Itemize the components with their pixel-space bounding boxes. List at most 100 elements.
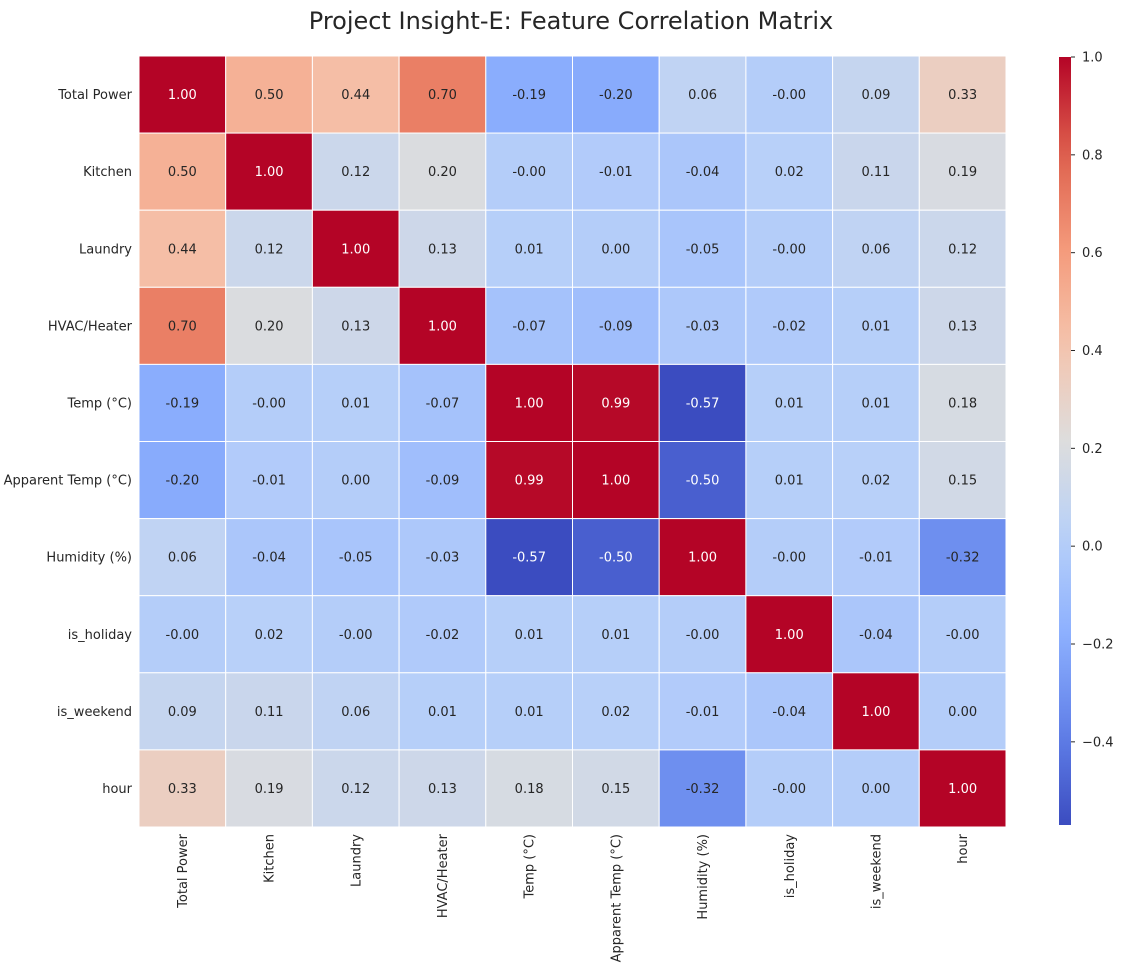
- cell-value-label: 0.33: [168, 782, 197, 797]
- cell-value-label: -0.04: [772, 705, 806, 720]
- x-tick-label: HVAC/Heater: [436, 833, 451, 918]
- heatmap-cell: [745, 749, 834, 828]
- cell-value-label: 0.01: [601, 628, 630, 643]
- heatmap-cell: [918, 55, 1007, 134]
- cell-value-label: -0.09: [599, 319, 633, 334]
- heatmap-cell: [138, 441, 227, 520]
- y-tick-label: is_holiday: [68, 628, 133, 643]
- cell-value-label: -0.04: [686, 165, 720, 180]
- cell-value-label: 1.00: [168, 88, 197, 103]
- heatmap-cell: [658, 672, 747, 751]
- heatmap-cell: [832, 363, 920, 442]
- heatmap-cell: [658, 132, 747, 211]
- cell-value-label: 0.12: [341, 165, 370, 180]
- heatmap-cell: [572, 441, 660, 520]
- colorbar-tick-label: 0.0: [1082, 540, 1103, 555]
- cell-value-label: 0.00: [341, 474, 370, 489]
- cell-value-label: 0.19: [255, 782, 284, 797]
- cell-value-label: 0.70: [428, 88, 457, 103]
- x-tick-label: hour: [956, 833, 971, 863]
- cell-value-label: 0.00: [948, 705, 977, 720]
- heatmap-cell: [572, 55, 660, 134]
- cell-value-label: -0.20: [599, 88, 633, 103]
- heatmap-cell: [311, 595, 400, 674]
- cell-value-label: -0.01: [252, 474, 286, 489]
- cell-value-label: -0.00: [166, 628, 200, 643]
- cell-value-label: 0.70: [168, 319, 197, 334]
- cell-value-label: -0.00: [339, 628, 373, 643]
- cell-value-label: 0.02: [255, 628, 284, 643]
- colorbar-tick-label: −0.2: [1082, 638, 1114, 653]
- cell-value-label: 1.00: [775, 628, 804, 643]
- y-tick-label: Apparent Temp (°C): [4, 474, 132, 489]
- cell-value-label: -0.00: [772, 551, 806, 566]
- heatmap-cell: [658, 595, 747, 674]
- cell-value-label: -0.02: [772, 319, 806, 334]
- heatmap-cell: [485, 749, 573, 828]
- heatmap-cell: [572, 749, 660, 828]
- cell-value-label: 0.01: [775, 474, 804, 489]
- heatmap-cell: [485, 286, 573, 365]
- heatmap-cell: [138, 518, 227, 597]
- heatmap-cell: [485, 209, 573, 288]
- heatmap-cell: [832, 672, 920, 751]
- cell-value-label: -0.03: [426, 551, 460, 566]
- cell-value-label: -0.01: [599, 165, 633, 180]
- cell-value-label: 0.18: [515, 782, 544, 797]
- cell-value-label: 1.00: [255, 165, 284, 180]
- heatmap-cell: [225, 209, 313, 288]
- y-tick-label: Kitchen: [83, 165, 132, 180]
- heatmap-cell: [832, 749, 920, 828]
- heatmap-cell: [745, 132, 834, 211]
- x-tick-label: Temp (°C): [523, 834, 538, 900]
- heatmap-cell: [918, 595, 1007, 674]
- heatmap-cell: [398, 518, 487, 597]
- heatmap-cell: [918, 749, 1007, 828]
- heatmap-cell: [398, 595, 487, 674]
- cell-value-label: 0.50: [255, 88, 284, 103]
- heatmap-cell: [311, 132, 400, 211]
- x-tick-label: Kitchen: [263, 834, 278, 883]
- heatmap-cell: [832, 209, 920, 288]
- colorbar-tick-label: 0.2: [1082, 442, 1103, 457]
- cell-value-label: 0.19: [948, 165, 977, 180]
- heatmap-cell: [658, 518, 747, 597]
- heatmap-cell: [398, 441, 487, 520]
- cell-value-label: -0.00: [772, 88, 806, 103]
- cell-value-label: 0.02: [861, 474, 890, 489]
- cell-value-label: -0.00: [946, 628, 980, 643]
- colorbar: 1.0 0.8 0.6 0.4 0.2 0.0 −0.2 −0.4: [1059, 51, 1114, 825]
- heatmap-cell: [658, 286, 747, 365]
- heatmap-cell: [918, 209, 1007, 288]
- cell-value-label: 0.15: [948, 474, 977, 489]
- y-tick-label: Humidity (%): [46, 551, 132, 566]
- cell-value-label: 0.13: [428, 782, 457, 797]
- y-tick-label: Temp (°C): [67, 396, 133, 411]
- heatmap-cell: [398, 749, 487, 828]
- heatmap-cell: [225, 132, 313, 211]
- x-tick-label: is_weekend: [869, 834, 884, 909]
- cell-value-label: 0.06: [861, 242, 890, 257]
- cell-value-label: 0.00: [601, 242, 630, 257]
- colorbar-tick-label: 1.0: [1082, 51, 1103, 66]
- heatmap-cell: [485, 441, 573, 520]
- cell-value-label: 0.20: [255, 319, 284, 334]
- heatmap-cell: [311, 672, 400, 751]
- cell-value-label: 0.01: [861, 396, 890, 411]
- cell-value-label: 0.99: [601, 396, 630, 411]
- cell-value-label: 0.01: [428, 705, 457, 720]
- heatmap-cell: [745, 672, 834, 751]
- cell-value-label: -0.01: [859, 551, 893, 566]
- heatmap-cell: [832, 132, 920, 211]
- heatmap-cell: [832, 518, 920, 597]
- heatmap-cell: [311, 363, 400, 442]
- heatmap-cell: [485, 55, 573, 134]
- chart-title: Project Insight-E: Feature Correlation M…: [309, 7, 833, 35]
- cell-value-label: -0.00: [252, 396, 286, 411]
- heatmap-cell: [918, 363, 1007, 442]
- cell-value-label: -0.00: [512, 165, 546, 180]
- cell-value-label: 0.13: [341, 319, 370, 334]
- cell-value-label: 0.11: [861, 165, 890, 180]
- heatmap-cell: [918, 286, 1007, 365]
- heatmap-cell: [225, 749, 313, 828]
